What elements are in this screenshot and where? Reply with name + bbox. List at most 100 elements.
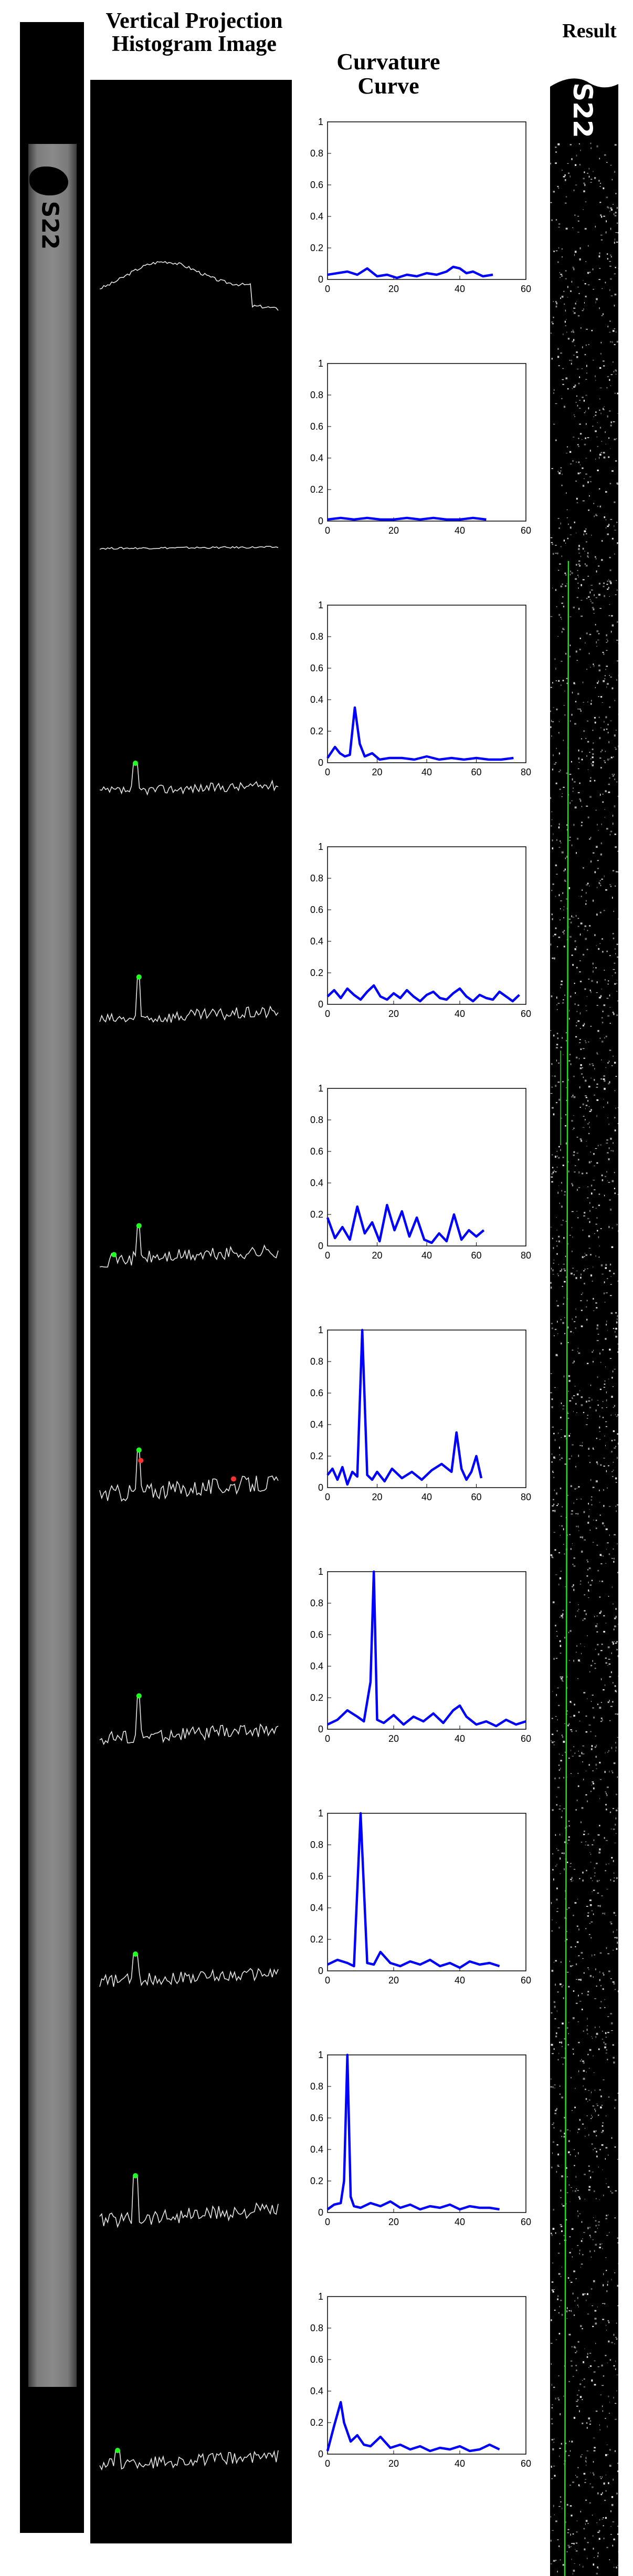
texture-speck (586, 755, 587, 757)
texture-speck (575, 1513, 577, 1514)
texture-speck (615, 267, 616, 268)
texture-speck (582, 1992, 583, 1995)
texture-speck (574, 948, 576, 950)
texture-speck (577, 575, 578, 576)
curvature-chart-9: 00.20.40.60.810 20 40 60 (310, 2050, 531, 2227)
texture-speck (603, 2375, 605, 2377)
texture-speck (602, 801, 604, 803)
texture-speck (569, 936, 572, 938)
texture-speck (586, 884, 588, 886)
texture-speck (614, 834, 616, 835)
texture-speck (568, 840, 571, 841)
texture-speck (610, 256, 612, 257)
texture-speck (601, 2364, 603, 2367)
texture-speck (589, 1063, 590, 1065)
x-tick-label: 40 (421, 767, 432, 777)
texture-speck (616, 1014, 618, 1016)
texture-speck (559, 1805, 561, 1806)
texture-speck (576, 356, 578, 358)
texture-speck (560, 2413, 561, 2415)
texture-speck (610, 421, 612, 423)
texture-speck (615, 1750, 616, 1752)
texture-speck (562, 596, 564, 598)
texture-speck (609, 261, 611, 262)
texture-speck (594, 2310, 597, 2312)
texture-speck (556, 1796, 557, 1798)
texture-speck (615, 2368, 616, 2370)
y-tick-label: 0.2 (310, 1934, 323, 1945)
texture-speck (616, 241, 618, 243)
texture-speck (600, 842, 603, 845)
texture-speck (615, 373, 617, 375)
texture-speck (576, 2401, 578, 2402)
texture-speck (581, 368, 583, 369)
texture-speck (600, 1264, 603, 1266)
texture-speck (611, 1440, 613, 1441)
texture-speck (556, 2144, 558, 2146)
texture-speck (586, 949, 588, 950)
texture-speck (564, 1751, 566, 1753)
texture-speck (554, 1489, 555, 1491)
texture-speck (550, 162, 551, 164)
texture-speck (578, 1928, 579, 1931)
texture-speck (553, 1503, 555, 1505)
texture-speck (551, 1406, 553, 1408)
texture-speck (557, 1191, 559, 1194)
texture-speck (564, 714, 566, 716)
x-tick-label: 0 (325, 525, 330, 536)
plot-frame (327, 2296, 526, 2455)
texture-speck (569, 645, 571, 647)
texture-speck (582, 547, 584, 550)
texture-speck (563, 999, 564, 1001)
texture-speck (567, 388, 569, 390)
texture-speck (616, 1877, 618, 1879)
texture-speck (594, 1867, 595, 1869)
texture-speck (564, 1317, 565, 1318)
texture-speck (605, 2218, 607, 2219)
texture-speck (610, 519, 613, 520)
texture-speck (614, 529, 617, 531)
texture-speck (553, 2386, 555, 2388)
texture-speck (555, 305, 557, 308)
texture-speck (608, 1182, 610, 1183)
texture-speck (607, 1953, 610, 1955)
texture-speck (590, 182, 592, 183)
texture-speck (554, 1328, 557, 1330)
texture-speck (613, 1150, 614, 1152)
texture-speck (562, 1157, 564, 1158)
texture-speck (579, 708, 581, 710)
y-tick-label: 0.6 (310, 1871, 323, 1882)
texture-speck (552, 2262, 554, 2264)
texture-speck (613, 2061, 615, 2064)
texture-speck (560, 1645, 562, 1647)
texture-speck (571, 954, 573, 956)
texture-speck (577, 315, 580, 317)
texture-speck (562, 2022, 564, 2024)
texture-speck (596, 1115, 597, 1117)
texture-speck (567, 2532, 569, 2533)
texture-speck (617, 1343, 618, 1345)
texture-speck (572, 791, 574, 792)
texture-speck (590, 1192, 593, 1194)
texture-speck (572, 1318, 573, 1320)
texture-speck (555, 864, 557, 867)
texture-speck (561, 296, 564, 298)
texture-speck (597, 446, 598, 448)
texture-speck (609, 289, 610, 291)
texture-speck (578, 1187, 581, 1188)
texture-speck (581, 599, 583, 601)
texture-speck (573, 787, 574, 789)
texture-speck (592, 1781, 594, 1783)
texture-speck (561, 555, 563, 557)
texture-speck (599, 1352, 601, 1355)
texture-speck (562, 1676, 563, 1678)
texture-speck (604, 1837, 605, 1839)
peak-marker (111, 1252, 117, 1258)
texture-speck (611, 1227, 614, 1229)
texture-speck (553, 2465, 555, 2467)
texture-speck (579, 1012, 581, 1015)
texture-speck (558, 1769, 560, 1771)
texture-speck (589, 495, 590, 497)
texture-speck (552, 682, 553, 684)
texture-speck (567, 1161, 569, 1163)
